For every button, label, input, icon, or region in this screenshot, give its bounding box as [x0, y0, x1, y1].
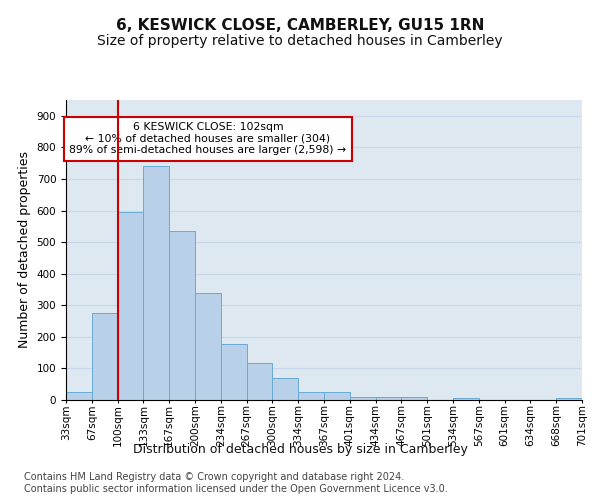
Text: Size of property relative to detached houses in Camberley: Size of property relative to detached ho… — [97, 34, 503, 48]
Text: Contains public sector information licensed under the Open Government Licence v3: Contains public sector information licen… — [24, 484, 448, 494]
Text: Contains HM Land Registry data © Crown copyright and database right 2024.: Contains HM Land Registry data © Crown c… — [24, 472, 404, 482]
Bar — [169, 231, 195, 400]
Bar — [66, 392, 92, 400]
Bar — [195, 292, 221, 400]
Text: Distribution of detached houses by size in Camberley: Distribution of detached houses by size … — [133, 442, 467, 456]
Bar — [401, 398, 427, 400]
Bar — [298, 392, 324, 400]
Bar — [272, 378, 298, 400]
Bar — [350, 397, 376, 400]
Y-axis label: Number of detached properties: Number of detached properties — [18, 152, 31, 348]
Text: 6 KESWICK CLOSE: 102sqm
← 10% of detached houses are smaller (304)
89% of semi-d: 6 KESWICK CLOSE: 102sqm ← 10% of detache… — [70, 122, 346, 156]
Bar — [92, 313, 118, 400]
Bar — [453, 398, 479, 400]
Bar — [118, 212, 143, 400]
Text: 6, KESWICK CLOSE, CAMBERLEY, GU15 1RN: 6, KESWICK CLOSE, CAMBERLEY, GU15 1RN — [116, 18, 484, 32]
Bar — [221, 344, 247, 400]
Bar — [556, 398, 582, 400]
Bar — [324, 392, 350, 400]
Bar — [143, 166, 169, 400]
Bar — [376, 398, 401, 400]
Bar — [247, 362, 272, 400]
